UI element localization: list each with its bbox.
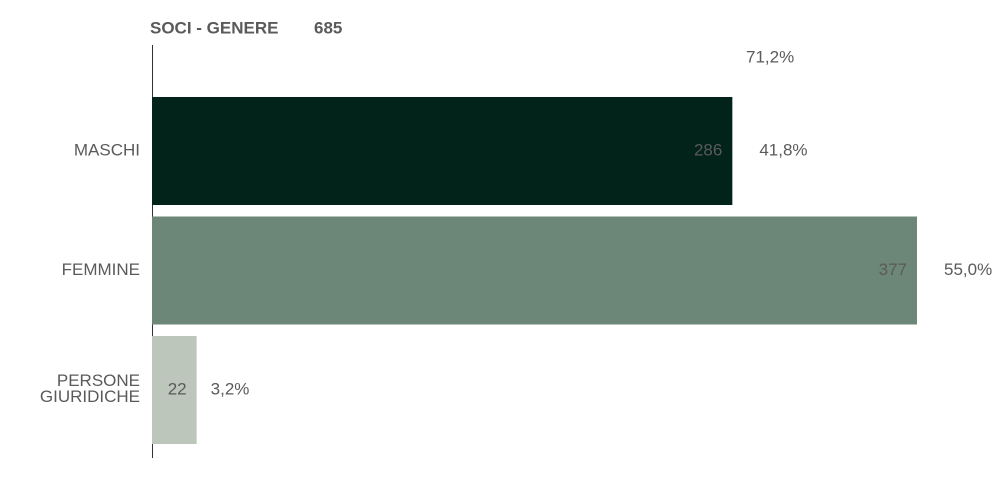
bar [152,216,917,325]
category-label: FEMMINE [62,260,140,279]
bar [152,336,197,444]
annotation: 71,2% [746,47,794,66]
value-label: 22 [168,379,187,398]
value-label: 377 [879,260,907,279]
category-label: PERSONE GIURIDICHE [40,371,140,406]
percent-label: 55,0% [944,260,992,279]
chart-title: SOCI - GENERE [150,18,278,37]
category-line: GIURIDICHE [40,387,140,406]
category-line: PERSONE [57,371,140,390]
category-label: MASCHI [74,140,140,159]
value-label: 286 [694,140,722,159]
bar [152,97,733,205]
total: 685 [314,18,342,37]
percent-label: 3,2% [211,379,250,398]
percent-label: 41,8% [759,140,807,159]
